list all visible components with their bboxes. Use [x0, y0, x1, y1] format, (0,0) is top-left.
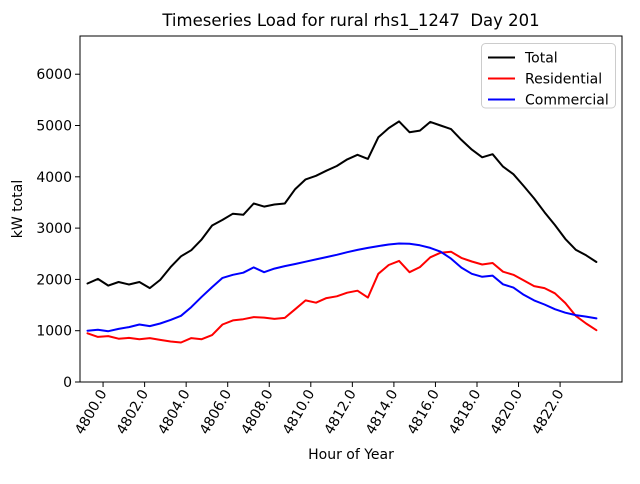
series-line-commercial — [86, 242, 598, 333]
legend-box — [481, 43, 616, 109]
series-line-total — [86, 120, 598, 290]
y-tick-label: 5000 — [36, 119, 72, 135]
y-tick-label: 2000 — [36, 272, 72, 288]
x-axis-label: Hour of Year — [308, 447, 394, 463]
legend: Total Residential Commercial — [481, 43, 616, 109]
y-tick-label: 3000 — [36, 221, 72, 237]
legend-label-total: Total — [524, 51, 558, 67]
legend-label-commercial: Commercial — [525, 93, 609, 109]
y-tick-label: 6000 — [36, 67, 72, 83]
chart-title: Timeseries Load for rural rhs1_1247 Day … — [161, 11, 539, 31]
y-tick-label: 4000 — [36, 170, 72, 186]
y-tick-label: 0 — [63, 375, 72, 391]
legend-label-residential: Residential — [525, 72, 602, 88]
y-axis-ticks: 0 1000 2000 3000 4000 5000 6000 — [36, 67, 80, 391]
y-axis-label: kW total — [10, 180, 26, 238]
series-line-residential — [86, 250, 598, 344]
plot-frame — [79, 35, 623, 383]
series-lines — [86, 120, 598, 344]
y-tick-label: 1000 — [36, 324, 72, 340]
